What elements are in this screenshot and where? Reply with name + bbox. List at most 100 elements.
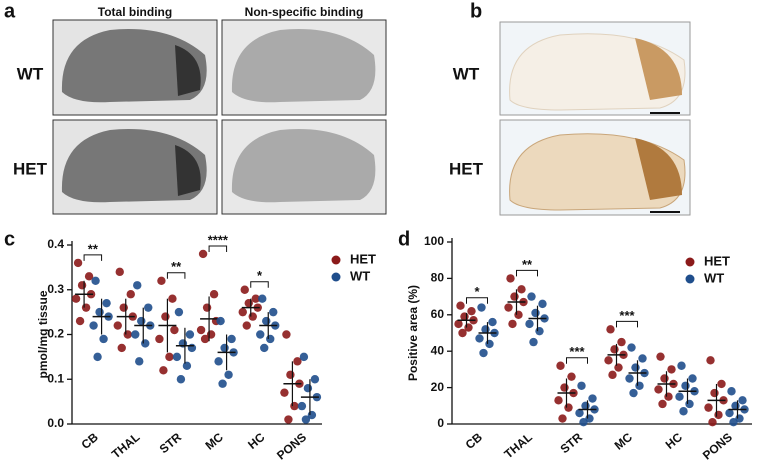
legend-label: HET <box>350 251 376 266</box>
data-point <box>282 330 291 339</box>
y-axis-label: Positive area (%) <box>406 285 420 381</box>
x-tick-label: PONS <box>274 430 309 463</box>
x-tick-label: MC <box>202 430 226 453</box>
data-point <box>286 370 295 379</box>
data-point <box>262 316 271 326</box>
data-point <box>209 290 219 299</box>
data-point <box>297 401 307 411</box>
data-point <box>137 316 146 326</box>
data-point <box>284 415 293 424</box>
significance-bracket <box>208 245 228 252</box>
data-point <box>675 392 684 401</box>
row-label: HET <box>449 159 484 178</box>
significance-bracket <box>616 320 638 328</box>
data-point <box>95 307 104 317</box>
data-point <box>242 321 251 330</box>
data-point <box>115 267 124 277</box>
data-point <box>525 319 534 329</box>
data-point <box>131 330 140 339</box>
data-point <box>99 334 108 344</box>
data-point <box>119 303 128 312</box>
data-point <box>157 276 166 285</box>
y-tick-label: 60 <box>431 307 445 321</box>
data-point <box>299 352 309 362</box>
data-point <box>677 361 686 370</box>
data-point <box>514 310 523 319</box>
data-point <box>269 307 278 317</box>
legend-marker <box>331 272 341 282</box>
significance-bracket <box>83 254 103 261</box>
data-point <box>685 399 694 409</box>
data-point <box>656 352 665 361</box>
data-point <box>91 276 100 285</box>
data-point <box>664 392 673 401</box>
data-point <box>144 303 153 312</box>
y-tick-label: 20 <box>431 380 445 394</box>
data-point <box>560 383 569 392</box>
data-point <box>504 303 513 312</box>
x-tick-label: CB <box>79 430 102 452</box>
data-point <box>227 334 236 344</box>
data-point <box>260 343 269 353</box>
data-point <box>535 326 544 336</box>
data-point <box>629 388 638 398</box>
data-point <box>256 330 265 339</box>
data-point <box>141 339 150 348</box>
legend-label: HET <box>704 253 730 268</box>
y-tick-label: 0.2 <box>47 327 64 341</box>
data-point <box>266 334 275 344</box>
y-tick-label: 0.4 <box>47 237 64 251</box>
x-tick-label: STR <box>558 430 586 456</box>
data-point <box>123 330 132 339</box>
data-point <box>579 417 588 427</box>
data-point <box>531 308 540 318</box>
significance-label: *** <box>569 344 585 359</box>
ihc-images <box>499 21 691 216</box>
data-point <box>71 294 81 303</box>
x-tick-label: STR <box>157 430 185 456</box>
data-point <box>704 403 713 412</box>
data-point <box>216 316 225 326</box>
panel-label: d <box>398 228 410 250</box>
data-point <box>558 414 567 423</box>
data-point <box>456 301 465 310</box>
data-point <box>467 306 476 316</box>
data-point <box>135 357 144 366</box>
significance-label: ** <box>88 241 99 256</box>
data-point <box>200 334 210 344</box>
data-point <box>244 298 253 308</box>
data-point <box>729 417 738 427</box>
significance-bracket <box>250 281 269 288</box>
data-point <box>240 285 249 294</box>
data-point <box>301 415 311 424</box>
legend-label: WT <box>350 268 370 283</box>
data-point <box>290 401 299 411</box>
data-point <box>479 348 488 358</box>
data-point <box>293 357 302 366</box>
data-point <box>654 385 663 394</box>
data-point <box>113 321 122 330</box>
y-tick-label: 100 <box>424 234 444 248</box>
data-point <box>172 352 182 362</box>
data-point <box>564 403 573 412</box>
data-point <box>202 303 212 312</box>
data-point <box>506 274 515 283</box>
data-point <box>161 312 170 321</box>
data-point <box>635 381 644 390</box>
data-point <box>185 330 195 339</box>
data-point <box>575 408 584 418</box>
data-point <box>517 285 526 294</box>
significance-bracket <box>566 357 588 364</box>
data-point <box>510 292 519 301</box>
y-tick-label: 0.0 <box>47 416 64 430</box>
data-point <box>280 388 289 397</box>
data-point <box>625 374 634 383</box>
data-point <box>133 281 142 290</box>
data-point <box>81 303 91 312</box>
data-point <box>475 334 484 343</box>
x-tick-label: CB <box>463 430 486 452</box>
legend-label: WT <box>704 270 724 285</box>
panel-label: c <box>4 228 15 250</box>
x-tick-label: THAL <box>109 430 143 461</box>
